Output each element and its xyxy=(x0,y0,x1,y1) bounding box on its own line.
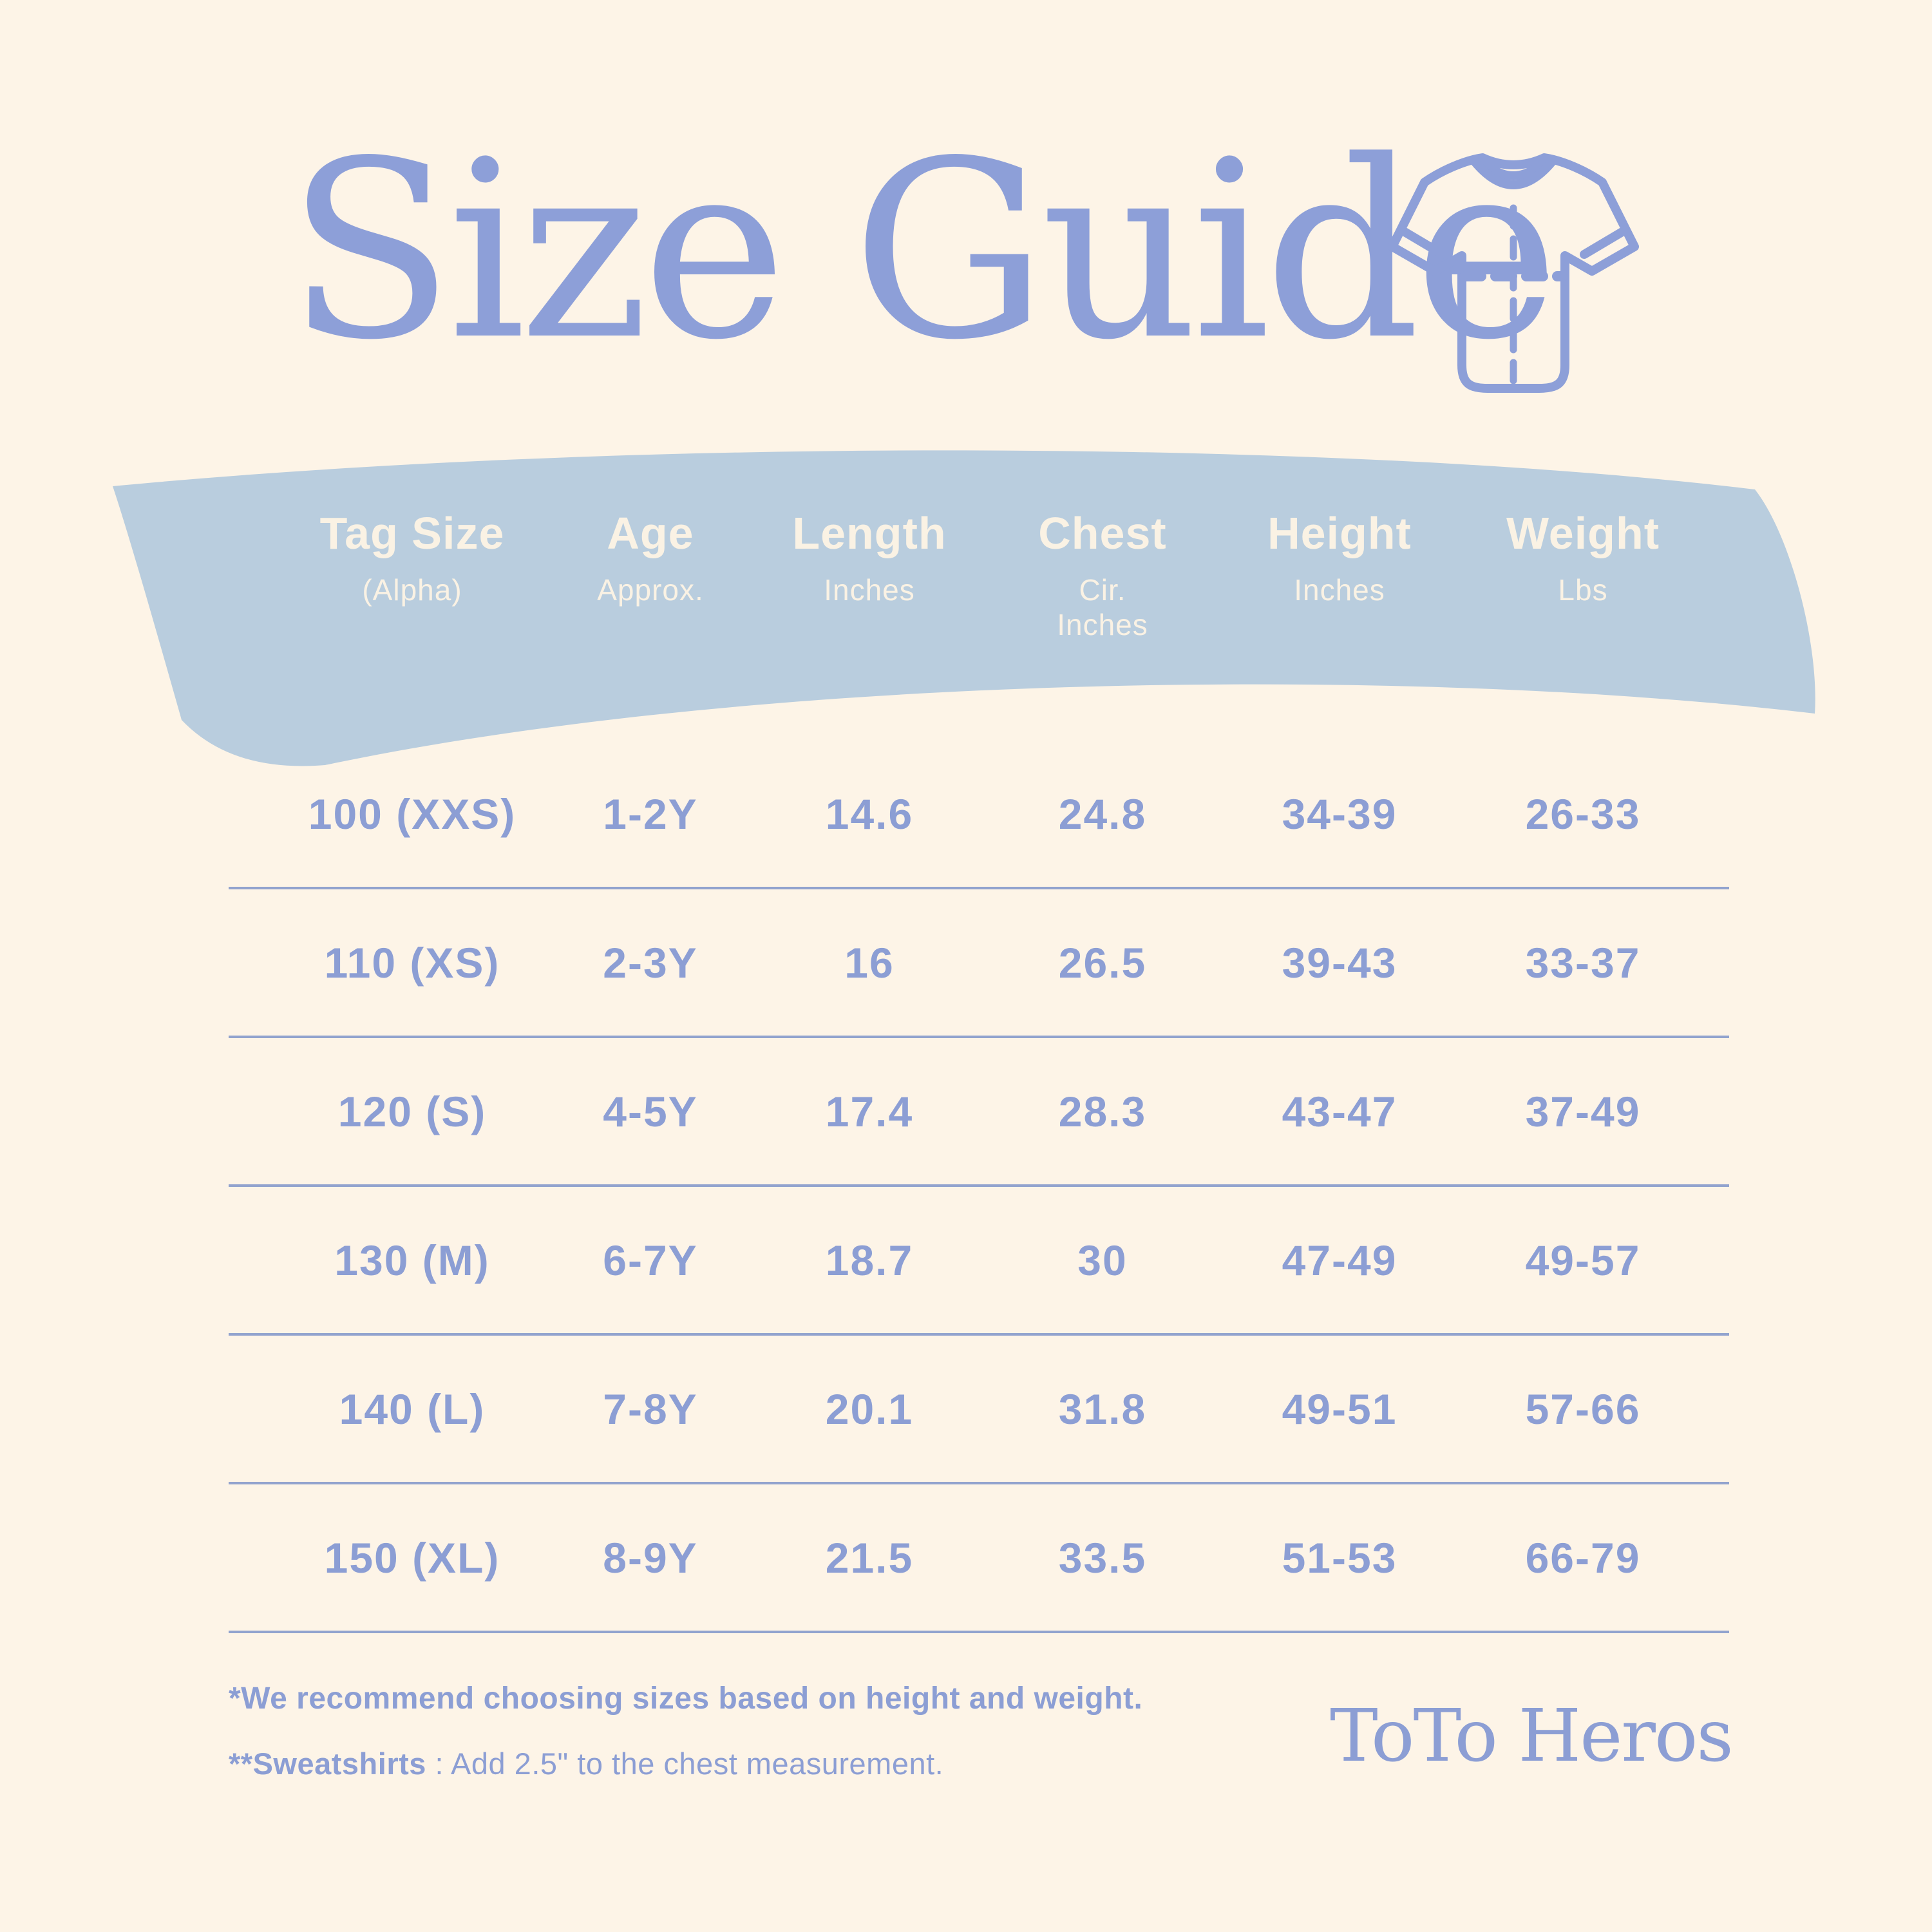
column-sublabel: Lbs xyxy=(1558,573,1608,607)
table-cell: 30 xyxy=(1077,1236,1128,1284)
table-cell: 130 (M) xyxy=(334,1236,490,1284)
table-header: Tag Size (Alpha) Age Approx. Length Inch… xyxy=(229,509,1729,642)
column-label: Chest xyxy=(1038,508,1167,558)
table-cell: 49-51 xyxy=(1282,1385,1397,1433)
column-sublabel: Inches xyxy=(824,573,915,607)
column-header-chest: Chest Cir. Inches xyxy=(1034,509,1171,642)
table-cell: 110 (XS) xyxy=(324,938,500,987)
table-cell: 100 (XXS) xyxy=(308,790,516,838)
table-cell: 20.1 xyxy=(825,1385,914,1433)
tshirt-collar-outer xyxy=(1475,155,1551,180)
table-cell: 51-53 xyxy=(1282,1533,1397,1582)
column-header-height: Height Inches xyxy=(1267,509,1412,607)
header-band-background xyxy=(113,450,1815,766)
footnote-sweatshirts-label: **Sweatshirts xyxy=(229,1747,426,1781)
column-label: Tag Size xyxy=(319,508,505,558)
footnote-separator: : xyxy=(426,1747,451,1781)
table-cell: 33.5 xyxy=(1058,1533,1147,1582)
table-cell: 120 (S) xyxy=(337,1087,487,1135)
brand-logo: ToTo Heros xyxy=(1330,1694,1734,1778)
table-row: 120 (S) 4-5Y 17.4 28.3 43-47 37-49 xyxy=(229,1038,1729,1187)
table-cell: 43-47 xyxy=(1282,1087,1397,1135)
column-sublabel: (Alpha) xyxy=(362,573,462,607)
footnote-recommendation: *We recommend choosing sizes based on he… xyxy=(229,1681,1143,1716)
table-cell: 8-9Y xyxy=(603,1533,698,1582)
table-row: 130 (M) 6-7Y 18.7 30 47-49 49-57 xyxy=(229,1187,1729,1336)
table-row: 100 (XXS) 1-2Y 14.6 24.8 34-39 26-33 xyxy=(229,741,1729,889)
footnote-sweatshirts: **Sweatshirts : Add 2.5" to the chest me… xyxy=(229,1745,1142,1783)
column-label: Height xyxy=(1267,508,1412,558)
table-cell: 24.8 xyxy=(1058,790,1147,838)
table-cell: 57-66 xyxy=(1525,1385,1641,1433)
table-cell: 1-2Y xyxy=(603,790,698,838)
column-label: Age xyxy=(607,508,694,558)
table-cell: 6-7Y xyxy=(603,1236,698,1284)
table-row: 110 (XS) 2-3Y 16 26.5 39-43 33-37 xyxy=(229,889,1729,1038)
column-label: Weight xyxy=(1506,508,1660,558)
table-cell: 31.8 xyxy=(1058,1385,1147,1433)
table-cell: 37-49 xyxy=(1525,1087,1641,1135)
table-cell: 4-5Y xyxy=(603,1087,698,1135)
column-sublabel: Cir. Inches xyxy=(1057,573,1148,641)
table-cell: 39-43 xyxy=(1282,938,1397,987)
table-cell: 47-49 xyxy=(1282,1236,1397,1284)
table-cell: 26-33 xyxy=(1525,790,1641,838)
column-header-length: Length Inches xyxy=(792,509,946,607)
table-cell: 150 (XL) xyxy=(324,1533,500,1582)
table-row: 150 (XL) 8-9Y 21.5 33.5 51-53 66-79 xyxy=(229,1484,1729,1633)
table-cell: 34-39 xyxy=(1282,790,1397,838)
table-cell: 16 xyxy=(844,938,895,987)
footnotes: *We recommend choosing sizes based on he… xyxy=(229,1680,1142,1783)
table-cell: 28.3 xyxy=(1058,1087,1147,1135)
footnote-sweatshirts-text: Add 2.5" to the chest measurement. xyxy=(451,1747,944,1781)
table-cell: 140 (L) xyxy=(339,1385,486,1433)
table-cell: 7-8Y xyxy=(603,1385,698,1433)
tshirt-collar-inner xyxy=(1470,157,1557,189)
column-header-age: Age Approx. xyxy=(597,509,704,607)
table-cell: 14.6 xyxy=(825,790,914,838)
column-label: Length xyxy=(792,508,947,558)
column-sublabel: Approx. xyxy=(597,573,704,607)
table-cell: 49-57 xyxy=(1525,1236,1641,1284)
table-row: 140 (L) 7-8Y 20.1 31.8 49-51 57-66 xyxy=(229,1336,1729,1484)
table-cell: 66-79 xyxy=(1525,1533,1641,1582)
table-cell: 21.5 xyxy=(825,1533,914,1582)
tshirt-right-cuff-line xyxy=(1580,225,1630,259)
table-cell: 26.5 xyxy=(1058,938,1147,987)
table-cell: 17.4 xyxy=(825,1087,914,1135)
table-cell: 2-3Y xyxy=(603,938,698,987)
tshirt-left-cuff-line xyxy=(1397,225,1447,259)
column-sublabel: Inches xyxy=(1294,573,1385,607)
page-title: Size Guide xyxy=(287,108,1559,393)
size-table: 100 (XXS) 1-2Y 14.6 24.8 34-39 26-33 110… xyxy=(229,741,1729,1633)
table-cell: 18.7 xyxy=(825,1236,914,1284)
table-cell: 33-37 xyxy=(1525,938,1641,987)
column-header-weight: Weight Lbs xyxy=(1506,509,1660,607)
column-header-tag-size: Tag Size (Alpha) xyxy=(320,509,505,607)
tshirt-measurement-icon xyxy=(1388,153,1639,393)
